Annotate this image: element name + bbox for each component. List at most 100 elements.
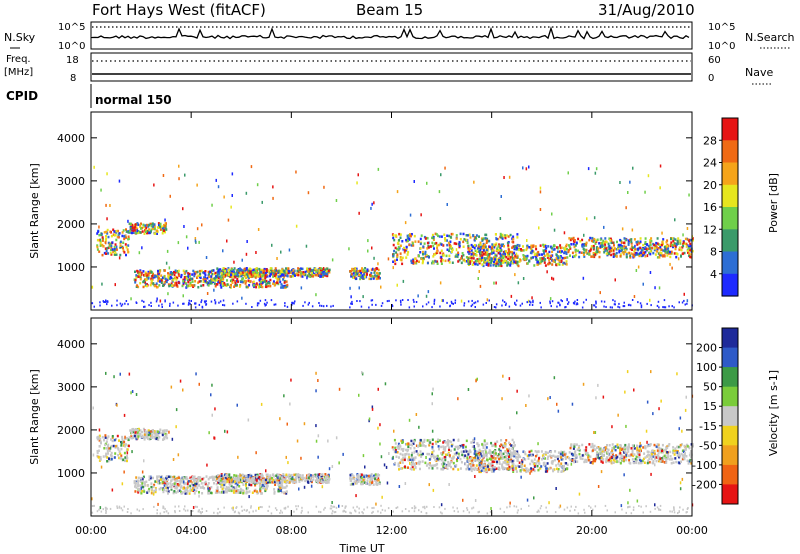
data-cell (107, 246, 110, 249)
data-cell (566, 463, 569, 466)
data-cell (493, 306, 496, 308)
data-cell (462, 443, 465, 447)
data-cell (482, 258, 485, 262)
data-cell (215, 278, 218, 282)
data-cell (442, 252, 445, 255)
data-cell (414, 261, 417, 264)
data-cell (538, 226, 540, 230)
data-cell (245, 285, 248, 289)
data-cell (414, 456, 417, 459)
data-cell (486, 251, 489, 254)
data-cell (621, 251, 624, 254)
nsky-label: N.Sky (4, 31, 36, 44)
data-cell (328, 477, 330, 480)
data-cell (431, 306, 433, 309)
data-cell (162, 225, 165, 229)
data-cell (132, 435, 135, 438)
data-cell (293, 473, 296, 477)
data-cell (196, 480, 199, 483)
data-cell (374, 477, 377, 480)
data-cell (137, 275, 140, 278)
data-cell (401, 256, 404, 260)
data-cell (486, 259, 489, 262)
data-cell (518, 260, 521, 263)
data-cell (355, 271, 358, 275)
data-cell (115, 229, 118, 233)
data-cell (208, 275, 211, 278)
data-cell (539, 301, 541, 304)
data-cell (99, 437, 102, 441)
data-cell (278, 474, 281, 478)
data-cell (268, 282, 271, 285)
data-cell (176, 484, 179, 487)
data-cell (270, 299, 273, 302)
data-cell (103, 301, 105, 303)
data-cell (568, 237, 571, 240)
data-cell (125, 236, 127, 239)
data-cell (224, 473, 226, 476)
data-cell (518, 248, 521, 252)
data-cell (135, 276, 138, 279)
data-cell (216, 489, 219, 493)
data-cell (363, 273, 365, 276)
data-cell (599, 241, 602, 245)
data-cell (394, 262, 397, 266)
data-cell (141, 480, 143, 484)
data-cell (193, 488, 196, 492)
data-cell (511, 250, 513, 254)
data-cell (317, 473, 320, 476)
data-cell (191, 489, 193, 492)
data-cell (357, 474, 360, 477)
data-cell (145, 436, 148, 439)
data-cell (143, 279, 146, 283)
data-cell (529, 303, 531, 306)
data-cell (321, 481, 324, 484)
data-cell (410, 259, 413, 263)
data-cell (164, 277, 167, 281)
data-cell (498, 460, 501, 464)
data-cell (119, 240, 122, 244)
data-cell (302, 273, 305, 276)
data-cell (167, 292, 169, 296)
data-cell (649, 239, 652, 242)
data-cell (555, 253, 558, 257)
data-cell (620, 241, 623, 244)
data-cell (257, 476, 260, 480)
data-cell (203, 276, 206, 279)
data-cell (271, 270, 274, 274)
data-cell (136, 429, 139, 432)
data-cell (118, 456, 121, 460)
data-cell (237, 479, 240, 482)
data-cell (198, 269, 201, 273)
data-cell (457, 468, 460, 471)
data-cell (115, 248, 118, 251)
data-cell (148, 487, 151, 491)
data-cell (219, 268, 222, 271)
data-cell (453, 452, 456, 456)
data-cell (543, 245, 546, 248)
data-cell (481, 251, 484, 254)
data-cell (488, 299, 490, 302)
data-cell (223, 478, 226, 482)
data-cell (297, 267, 300, 270)
data-cell (248, 267, 251, 271)
data-cell (531, 249, 534, 253)
data-cell (484, 448, 487, 452)
data-cell (680, 248, 683, 252)
data-cell (376, 474, 379, 478)
data-cell (132, 436, 134, 440)
data-cell (508, 447, 510, 451)
data-cell (219, 283, 222, 287)
data-cell (103, 447, 106, 450)
data-cell (180, 273, 183, 277)
data-cell (490, 441, 493, 445)
data-cell (461, 252, 464, 255)
data-cell (661, 241, 664, 244)
data-cell (196, 227, 199, 231)
data-cell (198, 280, 201, 283)
data-cell (687, 238, 690, 241)
data-cell (496, 262, 499, 265)
data-cell (110, 458, 113, 461)
data-cell (533, 253, 536, 256)
